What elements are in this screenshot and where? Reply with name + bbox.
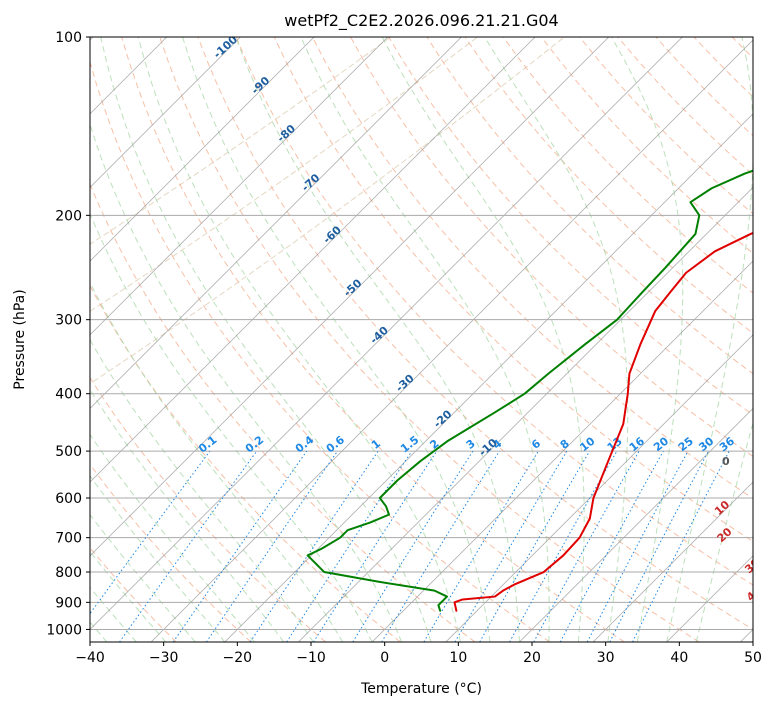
moist-adiabat-28 <box>381 37 585 642</box>
mixing-ratio-line-1 <box>119 450 258 642</box>
mixing-ratio-line-0 <box>90 450 211 615</box>
moist-adiabat--8 <box>90 338 314 642</box>
mixing-ratio-line-17 <box>632 450 730 642</box>
y-tick-label: 500 <box>55 444 82 460</box>
dry-adiabat-40 <box>159 37 700 642</box>
y-tick-label: 300 <box>55 313 82 329</box>
dry-adiabat-80 <box>311 37 753 500</box>
sounding-series <box>306 169 753 612</box>
x-tick-label: 50 <box>744 650 762 666</box>
x-tick-label: 20 <box>523 650 541 666</box>
y-tick-label: 700 <box>55 531 82 547</box>
moist-adiabat--28 <box>90 550 167 642</box>
dry-adiabat-70 <box>273 37 753 543</box>
y-tick-label: 800 <box>55 565 82 581</box>
isotherm--100 <box>90 37 241 189</box>
mixing-ratio-line-14 <box>559 450 664 642</box>
moist-adiabat-label: 40 <box>744 584 764 604</box>
moist-adiabat-24 <box>300 37 550 642</box>
moist-adiabat--16 <box>90 433 255 642</box>
temperature-line <box>453 231 753 612</box>
isotherm-0 <box>371 260 753 642</box>
y-axis-ticks: 100 200 300 400 500 600 700 800 900 1000 <box>46 30 90 638</box>
moist-adiabat-8 <box>100 37 432 642</box>
x-tick-label: −40 <box>75 650 105 666</box>
moist-adiabat-16 <box>182 37 491 642</box>
x-tick-label: −30 <box>149 650 179 666</box>
isotherm-20 <box>519 407 753 642</box>
plot-frame <box>89 36 754 643</box>
isotherm-30 <box>592 481 753 642</box>
moist-adiabat-4 <box>90 122 403 642</box>
dry-adiabat-60 <box>235 37 753 586</box>
x-tick-label: −10 <box>296 650 326 666</box>
x-tick-label: 0 <box>380 650 389 666</box>
mixing-ratio-line-13 <box>533 450 640 642</box>
moist-adiabat-20 <box>235 37 520 642</box>
moist-adiabat-36 <box>611 37 684 642</box>
mixing-ratio-line-2 <box>172 450 308 642</box>
moist-adiabat--12 <box>90 388 285 642</box>
chart-title: wetPf2_C2E2.2026.096.21.21.G04 <box>284 11 558 31</box>
x-axis-label: Temperature (°C) <box>360 681 482 697</box>
dry-adiabat-50 <box>197 37 753 631</box>
zero-label: 0 <box>722 455 730 468</box>
isotherm--80 <box>90 37 389 336</box>
dry-adiabats <box>90 37 753 642</box>
isotherm-10 <box>445 334 753 642</box>
dry-adiabat--10 <box>90 376 326 642</box>
isotherms <box>90 37 753 642</box>
plot-area: 0.1 0.2 0.4 0.6 1 1.5 2 3 4 6 8 10 13 16 20 25 30 36-100-… <box>90 37 764 642</box>
y-axis-label: Pressure (hPa) <box>12 289 28 389</box>
y-tick-label: 1000 <box>46 622 82 638</box>
moist-adiabat--20 <box>90 475 226 642</box>
isotherm--70 <box>90 37 462 410</box>
isotherm--10 <box>298 186 753 642</box>
dewpoint-line <box>306 169 753 612</box>
moist-adiabat-44 <box>695 421 753 642</box>
dry-adiabat-130 <box>502 37 753 294</box>
x-tick-label: 30 <box>597 650 615 666</box>
x-tick-label: −20 <box>223 650 253 666</box>
x-axis-ticks: −40 −30 −20 −10 0 10 20 30 40 50 <box>75 642 762 666</box>
moist-adiabat--4 <box>90 281 344 642</box>
isotherm--20 <box>224 113 753 642</box>
y-tick-label: 600 <box>55 491 82 507</box>
moist-adiabat-40 <box>666 37 753 642</box>
moist-adiabat--24 <box>90 513 196 642</box>
moist-adiabats <box>90 37 753 642</box>
moist-adiabat-12 <box>137 37 461 642</box>
moist-adiabat-32 <box>484 37 629 642</box>
dry-adiabat--20 <box>90 463 252 642</box>
y-tick-label: 900 <box>55 595 82 611</box>
mixing-ratio-line-8 <box>381 450 500 642</box>
y-tick-label: 100 <box>55 30 82 46</box>
isotherm--30 <box>150 39 753 642</box>
background-curve-1 <box>90 37 478 312</box>
moist-adiabat-label: 30 <box>742 556 762 576</box>
dry-adiabat-30 <box>121 37 625 642</box>
dry-adiabat-20 <box>90 60 551 642</box>
isotherm--60 <box>90 37 536 483</box>
mixing-ratio-line-4 <box>249 450 379 642</box>
x-tick-label: 40 <box>670 650 688 666</box>
mixing-ratio-line-6 <box>313 450 438 642</box>
background-curves <box>90 37 565 385</box>
x-tick-label: 10 <box>449 650 467 666</box>
isotherm--50 <box>90 37 610 557</box>
y-tick-label: 200 <box>55 208 82 224</box>
isotherm--40 <box>90 37 683 631</box>
y-tick-label: 400 <box>55 387 82 403</box>
isotherm--90 <box>90 37 315 262</box>
mixing-ratio-line-3 <box>205 450 338 642</box>
